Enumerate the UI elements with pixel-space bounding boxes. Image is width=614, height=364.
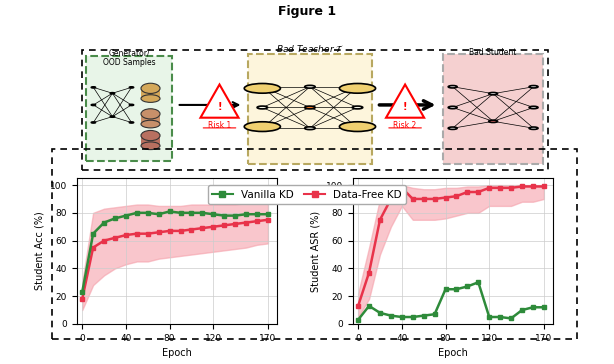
Circle shape <box>91 122 96 123</box>
Ellipse shape <box>141 142 160 150</box>
Ellipse shape <box>141 109 160 119</box>
Circle shape <box>305 106 315 109</box>
Text: !: ! <box>403 103 407 112</box>
Text: Generator/: Generator/ <box>108 48 150 57</box>
Circle shape <box>489 120 497 123</box>
Circle shape <box>352 106 363 109</box>
Circle shape <box>340 83 376 93</box>
FancyBboxPatch shape <box>248 54 372 164</box>
FancyBboxPatch shape <box>141 134 160 146</box>
Text: Bad Student: Bad Student <box>470 48 517 57</box>
Ellipse shape <box>141 95 160 102</box>
FancyBboxPatch shape <box>443 54 543 164</box>
Circle shape <box>352 127 363 130</box>
Circle shape <box>257 85 268 88</box>
Text: !: ! <box>217 103 222 112</box>
Circle shape <box>244 122 281 131</box>
Circle shape <box>448 86 457 88</box>
Circle shape <box>340 122 376 131</box>
Text: Figure 1: Figure 1 <box>278 5 336 19</box>
Circle shape <box>91 87 96 88</box>
Y-axis label: Student ASR (%): Student ASR (%) <box>310 210 320 292</box>
Text: Bad Teacher $\mathcal{T}$: Bad Teacher $\mathcal{T}$ <box>276 43 344 54</box>
Circle shape <box>305 127 315 130</box>
Polygon shape <box>200 84 239 118</box>
Text: Risk 1: Risk 1 <box>208 121 231 130</box>
X-axis label: Epoch: Epoch <box>438 348 468 358</box>
Circle shape <box>489 92 497 95</box>
Circle shape <box>91 104 96 106</box>
Y-axis label: Student Acc (%): Student Acc (%) <box>34 212 44 290</box>
FancyBboxPatch shape <box>141 112 160 124</box>
Ellipse shape <box>141 120 160 128</box>
Ellipse shape <box>141 83 160 94</box>
Circle shape <box>130 122 134 123</box>
Circle shape <box>130 87 134 88</box>
FancyBboxPatch shape <box>141 87 160 99</box>
X-axis label: Epoch: Epoch <box>161 348 192 358</box>
Legend: Vanilla KD, Data-Free KD: Vanilla KD, Data-Free KD <box>208 185 406 204</box>
Circle shape <box>305 85 315 88</box>
Circle shape <box>130 104 134 106</box>
FancyBboxPatch shape <box>86 56 172 161</box>
Circle shape <box>529 86 538 88</box>
Circle shape <box>257 106 268 109</box>
Circle shape <box>111 116 115 117</box>
Circle shape <box>448 106 457 109</box>
Circle shape <box>448 127 457 130</box>
Circle shape <box>529 106 538 109</box>
Circle shape <box>244 83 281 93</box>
Circle shape <box>111 93 115 94</box>
Text: Risk 2: Risk 2 <box>394 121 417 130</box>
Ellipse shape <box>141 130 160 141</box>
Circle shape <box>352 85 363 88</box>
Text: OOD Samples: OOD Samples <box>103 58 155 67</box>
Polygon shape <box>386 84 424 118</box>
Circle shape <box>257 127 268 130</box>
Circle shape <box>529 127 538 130</box>
